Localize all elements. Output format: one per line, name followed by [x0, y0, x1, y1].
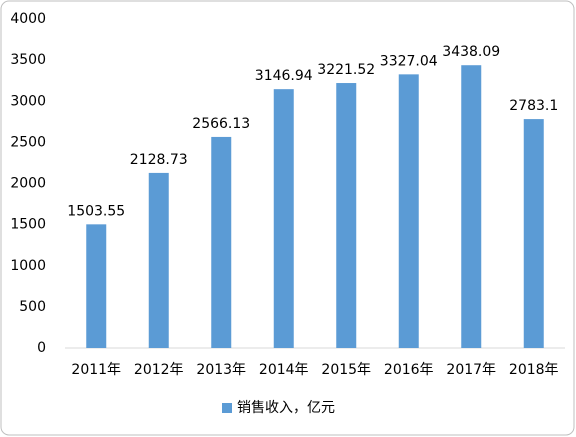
data-label: 1503.55: [67, 203, 125, 219]
y-tick-label: 2000: [10, 176, 46, 192]
bar: [461, 65, 482, 348]
x-tick-label: 2015年: [321, 362, 371, 378]
bar: [211, 136, 232, 348]
x-tick-label: 2018年: [509, 362, 559, 378]
bar: [398, 74, 419, 349]
y-tick-label: 1000: [10, 258, 46, 274]
bar: [523, 119, 544, 348]
data-label: 2783.1: [509, 98, 558, 114]
x-tick-label: 2016年: [384, 362, 434, 378]
y-tick-label: 4000: [10, 11, 46, 27]
bar: [86, 224, 107, 348]
bar: [273, 89, 294, 348]
y-tick-label: 3500: [10, 52, 46, 68]
legend-label: 销售收入，亿元: [237, 400, 335, 416]
data-label: 3221.52: [317, 62, 375, 78]
y-tick-label: 3000: [10, 93, 46, 109]
y-tick-label: 1500: [10, 217, 46, 233]
data-label: 3146.94: [255, 68, 313, 84]
y-tick-label: 2500: [10, 134, 46, 150]
x-tick-label: 2012年: [134, 362, 184, 378]
x-tick-label: 2014年: [259, 362, 309, 378]
y-tick-label: 0: [37, 340, 46, 356]
x-tick-label: 2017年: [446, 362, 496, 378]
y-tick-label: 500: [19, 299, 46, 315]
bar: [336, 83, 357, 349]
x-tick-label: 2013年: [196, 362, 246, 378]
data-label: 3438.09: [442, 44, 500, 60]
data-label: 2566.13: [192, 116, 250, 132]
x-tick-label: 2011年: [71, 362, 121, 378]
data-label: 3327.04: [380, 53, 438, 69]
data-label: 2128.73: [130, 152, 188, 168]
bar: [148, 172, 169, 348]
legend-swatch: [222, 403, 232, 413]
